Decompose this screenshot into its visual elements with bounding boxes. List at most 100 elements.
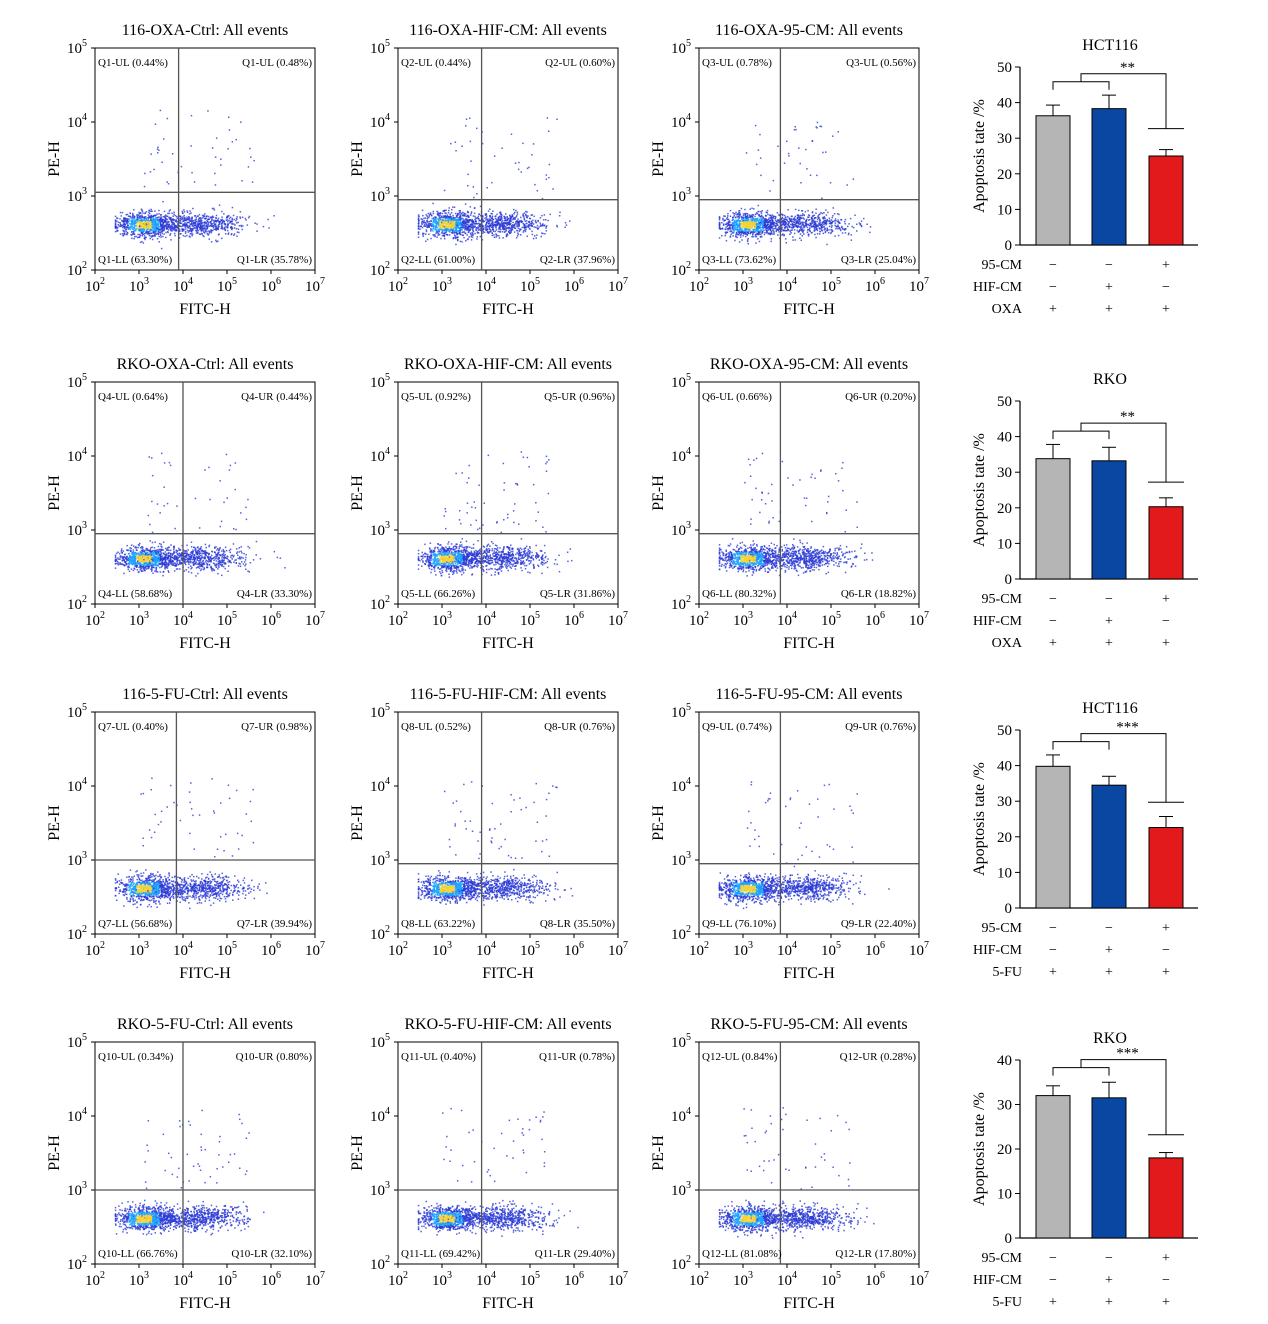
event-dot xyxy=(149,221,151,223)
event-dot xyxy=(155,571,158,573)
event-dot xyxy=(246,224,249,226)
event-dot xyxy=(116,561,119,563)
event-dot xyxy=(488,227,491,229)
plot-frame xyxy=(698,47,920,271)
event-dot xyxy=(463,214,465,217)
event-dot xyxy=(481,220,484,222)
event-dot xyxy=(532,223,535,225)
event-dot xyxy=(758,221,760,224)
event-dot xyxy=(807,233,810,236)
event-dot xyxy=(474,215,476,218)
event-dot xyxy=(499,228,501,230)
event-dot xyxy=(766,231,769,233)
event-dot xyxy=(813,214,816,217)
event-dot xyxy=(460,226,463,229)
event-dot xyxy=(760,222,762,225)
event-dot xyxy=(203,235,205,238)
event-dot xyxy=(171,212,173,214)
event-dot xyxy=(197,229,200,232)
event-dot xyxy=(154,123,157,125)
event-dot xyxy=(215,239,217,242)
x-tick-label: 102 xyxy=(388,276,408,295)
event-dot xyxy=(427,223,430,225)
event-dot xyxy=(526,211,528,213)
event-dot xyxy=(202,230,205,232)
event-dot xyxy=(755,230,757,232)
tick-base: 10 xyxy=(370,189,385,205)
event-dot xyxy=(765,232,768,234)
event-dot xyxy=(135,219,138,222)
event-dot xyxy=(809,230,811,232)
event-dot xyxy=(173,222,175,224)
event-dot xyxy=(423,220,425,222)
event-dot xyxy=(791,224,793,226)
event-dot xyxy=(824,228,827,230)
event-dot xyxy=(479,223,481,225)
event-dot xyxy=(201,233,203,235)
event-dot xyxy=(725,240,728,242)
event-dot xyxy=(491,218,493,220)
event-dot xyxy=(136,227,138,229)
event-dot xyxy=(798,218,800,221)
event-dot xyxy=(509,215,511,217)
event-dot xyxy=(484,226,486,229)
event-dot xyxy=(208,225,211,227)
event-dot xyxy=(498,235,500,237)
event-dot xyxy=(447,230,450,232)
event-dot xyxy=(458,210,461,212)
event-dot xyxy=(130,216,132,219)
event-dot xyxy=(788,222,790,224)
event-dot xyxy=(154,222,156,224)
event-dot xyxy=(479,205,482,208)
event-dot xyxy=(119,222,121,224)
event-dot xyxy=(807,235,810,237)
event-dot xyxy=(775,230,777,233)
event-dot xyxy=(486,187,488,189)
event-dot xyxy=(143,185,146,188)
event-dot xyxy=(758,219,760,221)
event-dot xyxy=(129,228,131,231)
event-dot xyxy=(761,235,763,238)
event-dot xyxy=(450,216,452,218)
event-dot xyxy=(748,221,750,223)
event-dot xyxy=(718,221,721,224)
event-dot xyxy=(439,217,441,219)
event-dot xyxy=(152,221,154,223)
event-dot xyxy=(231,219,233,221)
event-dot xyxy=(732,224,735,226)
event-dot xyxy=(821,197,823,199)
event-dot xyxy=(801,235,803,237)
event-dot xyxy=(767,225,770,228)
event-dot xyxy=(827,211,829,214)
event-dot xyxy=(268,227,270,229)
event-dot xyxy=(523,217,525,220)
event-dot xyxy=(459,221,462,223)
event-dot xyxy=(491,224,493,227)
event-dot xyxy=(770,215,773,218)
event-dot xyxy=(193,226,196,229)
event-dot xyxy=(504,217,506,220)
event-dot xyxy=(782,220,785,222)
event-dot xyxy=(179,225,181,227)
event-dot xyxy=(221,218,223,221)
event-dot xyxy=(155,233,157,235)
event-dot xyxy=(761,210,763,212)
y-tick-label: 103 xyxy=(67,186,87,205)
event-dot xyxy=(163,226,166,228)
event-dot xyxy=(221,210,223,213)
event-dot xyxy=(497,223,500,225)
event-dot xyxy=(436,223,438,226)
event-dot xyxy=(180,218,182,220)
event-dot xyxy=(225,549,228,552)
event-dot xyxy=(734,219,736,222)
event-dot xyxy=(133,233,135,235)
event-dot xyxy=(751,216,754,218)
event-dot xyxy=(525,215,528,217)
event-dot xyxy=(496,224,498,226)
event-dot xyxy=(459,217,461,219)
event-dot xyxy=(806,218,808,221)
event-dot xyxy=(114,220,117,222)
event-dot xyxy=(721,222,723,224)
event-dot xyxy=(783,224,786,227)
event-dot xyxy=(162,225,164,228)
